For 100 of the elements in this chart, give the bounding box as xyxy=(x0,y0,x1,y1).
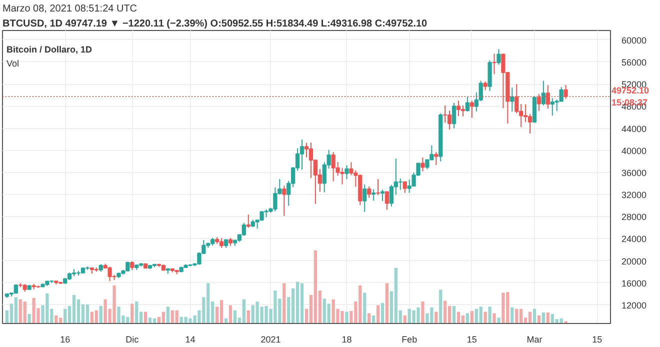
bar xyxy=(282,283,286,324)
candlestick xyxy=(488,60,492,92)
candlestick xyxy=(344,164,349,180)
x-tick-label: Feb xyxy=(402,334,418,344)
bar xyxy=(314,250,318,324)
y-tick-label: 32000 xyxy=(622,190,647,200)
bar xyxy=(72,294,76,324)
y-tick-label: 60000 xyxy=(622,35,647,46)
bar xyxy=(546,312,550,324)
y-tick-label: 12000 xyxy=(622,300,647,310)
candlestick xyxy=(456,100,461,117)
candlestick xyxy=(376,178,380,196)
bar xyxy=(228,305,232,324)
bar xyxy=(162,312,166,324)
text: Vol xyxy=(6,58,20,68)
candlestick xyxy=(371,188,376,202)
text: Marzo 08, 2021 08:51:24 UTC xyxy=(2,4,138,14)
candlestick xyxy=(452,102,456,129)
candlestick xyxy=(492,53,496,75)
bar xyxy=(220,300,224,324)
y-tick-label: 36000 xyxy=(622,168,647,178)
candlestick xyxy=(528,114,532,134)
bar xyxy=(242,299,246,324)
candlestick xyxy=(384,191,390,210)
bar xyxy=(130,304,134,324)
bar xyxy=(94,310,98,324)
bar xyxy=(166,306,170,324)
bar xyxy=(148,318,152,324)
candlestick xyxy=(246,214,250,228)
bar xyxy=(233,310,237,324)
bar xyxy=(421,302,424,324)
bar xyxy=(144,312,148,324)
candlestick xyxy=(559,86,564,102)
bar xyxy=(99,306,102,324)
bar xyxy=(14,297,18,324)
bar xyxy=(497,318,500,324)
bar xyxy=(300,283,304,324)
bar xyxy=(76,299,80,324)
candlestick xyxy=(219,238,224,248)
candlestick xyxy=(470,100,474,118)
bar xyxy=(532,308,536,324)
text: BTCUSD, 1D 49747.19 ▼ −1220.11 (−2.39%) O:50952.55 H:51834.49 L:49316.98 C:49752.10 xyxy=(2,18,428,30)
x-tick-label: 15 xyxy=(466,334,477,344)
candlestick xyxy=(402,181,407,194)
bar xyxy=(385,283,389,324)
x-tick-label: Dic xyxy=(126,334,140,344)
y-tick-label: 56000 xyxy=(622,57,647,68)
bar xyxy=(376,305,380,324)
x-tick-label: 16 xyxy=(60,334,70,344)
candlestick xyxy=(242,222,246,236)
candlestick xyxy=(398,178,402,190)
bar xyxy=(368,313,371,324)
candlestick xyxy=(14,284,18,294)
bar xyxy=(515,308,518,324)
bar xyxy=(380,302,384,324)
x-tick-label: 14 xyxy=(185,334,196,344)
candlestick xyxy=(300,139,304,170)
bar xyxy=(86,304,90,324)
candlestick xyxy=(447,110,452,130)
candlestick xyxy=(380,189,385,202)
x-tick-label: Mar xyxy=(526,334,542,344)
y-tick-label: 44000 xyxy=(622,124,647,134)
y-tick-label: 16000 xyxy=(622,278,647,288)
bar xyxy=(345,312,348,324)
bar xyxy=(452,306,456,324)
bar xyxy=(444,300,447,324)
candlestick xyxy=(304,142,309,158)
candlestick xyxy=(496,48,501,66)
candlestick xyxy=(362,184,367,212)
candlestick xyxy=(367,186,372,198)
candlestick xyxy=(308,142,314,178)
candlestick xyxy=(510,87,514,112)
bar xyxy=(492,313,496,324)
x-tick-label: 18 xyxy=(342,334,352,344)
bar xyxy=(484,312,487,324)
bar xyxy=(542,312,546,324)
bar xyxy=(296,282,300,324)
candlestick xyxy=(465,96,470,112)
bar xyxy=(470,311,474,324)
x-tick-label: 2021 xyxy=(260,334,281,344)
candlestick xyxy=(460,105,466,117)
bar xyxy=(479,306,482,324)
bar xyxy=(510,307,514,324)
bar xyxy=(488,306,492,324)
candlestick xyxy=(389,184,394,207)
bar xyxy=(466,313,470,324)
bar xyxy=(23,302,26,324)
bar xyxy=(246,310,250,324)
candlestick xyxy=(443,104,448,124)
candlestick xyxy=(541,80,546,106)
candlestick xyxy=(420,157,425,172)
bar xyxy=(135,302,138,324)
bar xyxy=(28,314,31,324)
y-tick-label: 20000 xyxy=(622,256,647,266)
bar xyxy=(64,308,67,324)
y-tick-label: 28000 xyxy=(622,212,647,222)
y-tick-label: 24000 xyxy=(622,234,647,244)
candlestick xyxy=(434,152,438,166)
y-tick-label: 40000 xyxy=(622,146,647,156)
x-tick-label: 15 xyxy=(592,334,602,344)
